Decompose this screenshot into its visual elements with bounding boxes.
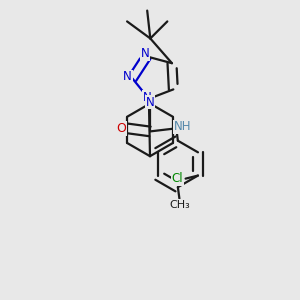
Text: N: N [123, 70, 132, 83]
Text: O: O [116, 122, 126, 135]
Text: Cl: Cl [171, 172, 183, 185]
Text: N: N [143, 91, 152, 104]
Text: NH: NH [174, 120, 191, 133]
Text: N: N [141, 47, 149, 61]
Text: N: N [146, 95, 154, 109]
Text: CH₃: CH₃ [169, 200, 190, 210]
